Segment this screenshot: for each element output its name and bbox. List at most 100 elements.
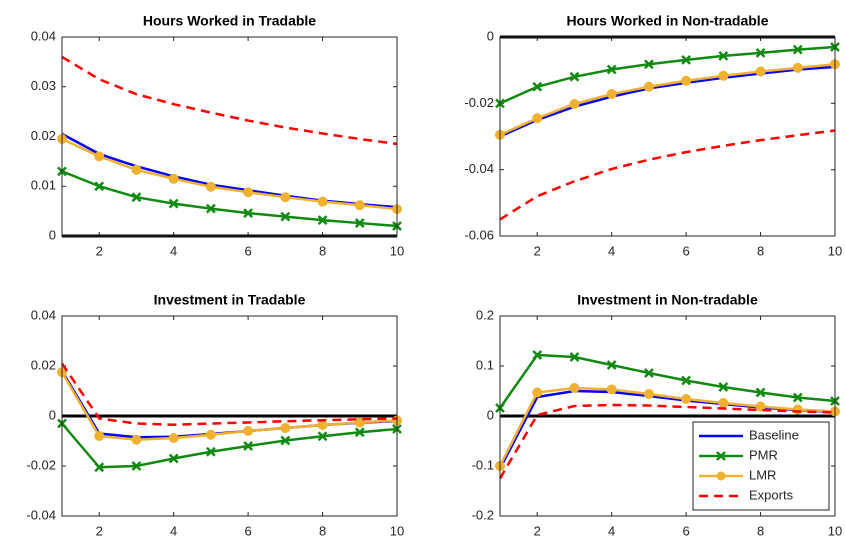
marker	[755, 387, 766, 398]
series-line	[61, 137, 398, 211]
y-tick-label: 0	[49, 227, 56, 242]
chart-title: Hours Worked in Non-tradable	[567, 13, 769, 29]
marker	[317, 431, 328, 442]
marker	[243, 208, 253, 218]
x-tick-label: 6	[682, 243, 689, 258]
marker	[131, 434, 142, 445]
marker	[131, 164, 142, 175]
x-tick-label: 4	[170, 243, 177, 258]
marker	[681, 394, 692, 404]
marker	[243, 187, 254, 198]
y-tick-label: 0.02	[31, 128, 56, 143]
y-tick-label: -0.02	[464, 95, 494, 110]
series-line	[499, 62, 836, 136]
marker	[643, 389, 654, 399]
marker	[718, 382, 729, 392]
marker	[606, 360, 617, 370]
marker	[168, 173, 179, 184]
marker	[643, 81, 654, 92]
chart-title: Investment in Tradable	[154, 292, 306, 308]
marker	[718, 70, 729, 81]
series-line	[499, 129, 836, 221]
marker	[94, 462, 105, 473]
legend-label: Baseline	[749, 427, 799, 442]
marker	[569, 98, 580, 109]
x-tick-label: 10	[390, 523, 404, 538]
series-line	[498, 353, 836, 409]
y-tick-label: -0.06	[464, 227, 494, 242]
x-tick-label: 4	[170, 523, 177, 538]
y-tick-label: 0.04	[31, 307, 56, 322]
marker	[532, 81, 543, 92]
series-line	[60, 362, 398, 427]
axes-box	[61, 36, 398, 237]
legend-marker	[716, 471, 726, 481]
marker	[168, 433, 179, 443]
marker	[644, 368, 654, 378]
y-tick-label: 0	[487, 407, 494, 422]
marker	[681, 75, 692, 86]
x-tick-label: 8	[319, 523, 326, 538]
marker	[243, 441, 253, 451]
y-tick-label: 0.02	[31, 357, 56, 372]
marker	[681, 55, 691, 65]
marker	[317, 196, 328, 207]
x-tick-label: 10	[828, 523, 842, 538]
x-tick-label: 2	[534, 523, 541, 538]
marker	[205, 429, 216, 440]
x-tick-label: 6	[244, 243, 251, 258]
marker	[755, 401, 766, 412]
marker	[243, 426, 254, 436]
marker	[354, 218, 365, 228]
marker	[644, 59, 654, 70]
series-line	[61, 170, 398, 228]
series-line	[498, 386, 836, 467]
y-tick-label: -0.04	[464, 161, 494, 176]
chart-title: Hours Worked in Tradable	[143, 13, 316, 29]
marker	[792, 392, 803, 403]
marker	[606, 64, 617, 75]
x-tick-label: 4	[608, 243, 615, 258]
x-tick-label: 2	[96, 523, 103, 538]
marker	[569, 383, 580, 393]
marker	[532, 387, 543, 398]
x-tick-label: 8	[757, 243, 764, 258]
marker	[94, 151, 105, 162]
y-tick-label: -0.04	[26, 507, 56, 522]
marker	[280, 423, 291, 433]
y-tick-label: 0.04	[31, 28, 56, 43]
series-line	[498, 403, 836, 480]
marker	[206, 446, 216, 457]
series-line	[60, 371, 398, 442]
legend-label: Exports	[749, 487, 794, 502]
y-tick-label: 0.1	[476, 357, 494, 372]
marker	[532, 113, 543, 124]
x-tick-label: 10	[828, 243, 842, 258]
marker	[569, 352, 580, 362]
y-tick-label: 0	[49, 407, 56, 422]
chart-title: Investment in Non-tradable	[577, 292, 758, 308]
axes-box	[499, 315, 836, 517]
marker	[280, 211, 291, 222]
x-tick-label: 8	[319, 243, 326, 258]
marker	[354, 427, 365, 438]
x-tick-label: 10	[390, 243, 404, 258]
series-line	[499, 45, 836, 105]
marker	[205, 181, 216, 192]
x-tick-label: 2	[96, 243, 103, 258]
marker	[168, 198, 179, 209]
marker	[131, 192, 142, 203]
marker	[718, 398, 729, 408]
marker	[792, 62, 803, 73]
y-tick-label: 0.2	[476, 307, 494, 322]
marker	[280, 192, 291, 203]
marker	[681, 375, 691, 386]
marker	[280, 435, 291, 446]
marker	[532, 350, 543, 360]
y-tick-label: 0.01	[31, 178, 56, 193]
marker	[206, 203, 216, 214]
marker	[131, 461, 142, 471]
marker	[168, 453, 179, 464]
y-tick-label: -0.02	[26, 457, 56, 472]
plot-area	[62, 37, 397, 236]
